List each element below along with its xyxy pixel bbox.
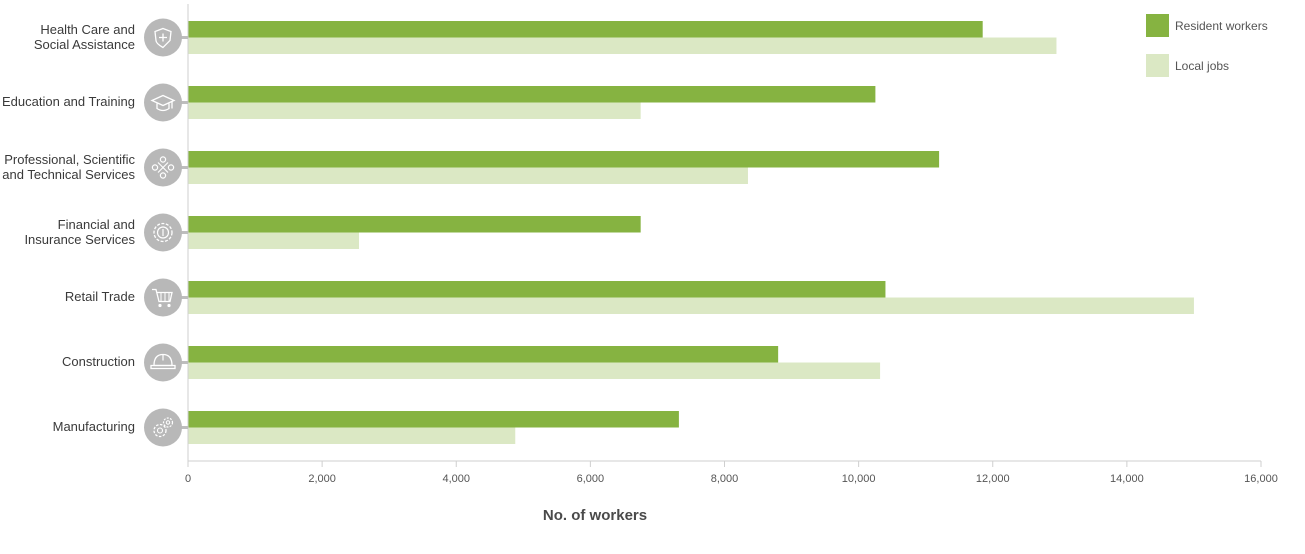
bar-local-jobs (188, 427, 516, 444)
bar-resident-workers (188, 86, 876, 103)
x-axis: 0 2,000 4,000 6,000 8,000 10,000 12,000 14,000 1… (185, 4, 1278, 485)
category-label: Retail Trade (65, 289, 135, 304)
shopping-cart-icon (144, 278, 188, 317)
category-label-line: Insurance Services (24, 231, 135, 247)
bar-resident-workers (188, 151, 940, 168)
bar-local-jobs (188, 232, 360, 249)
bars (188, 21, 1194, 444)
x-axis-title: No. of workers (542, 507, 648, 524)
category-label: Education and Training (2, 94, 135, 109)
x-tick-label: 2,000 (308, 473, 336, 485)
bar-local-jobs (188, 362, 881, 379)
bar-resident-workers (188, 21, 983, 38)
category-label-line: Financial and (57, 216, 135, 232)
network-people-icon (144, 148, 188, 187)
legend-label-local-jobs: Local jobs (1175, 58, 1230, 73)
legend-swatch-resident-workers (1146, 14, 1169, 37)
category-label-line: Education and Training (2, 94, 135, 109)
x-tick-label: 10,000 (842, 473, 876, 485)
category-label-line: Health Care and (40, 21, 135, 37)
hard-hat-icon (144, 343, 188, 382)
category-label: Health Care and Social Assistance (34, 22, 135, 52)
category-label-line: Professional, Scientific (4, 151, 135, 167)
category-label-line: Construction (62, 354, 135, 369)
bar-local-jobs (188, 167, 748, 184)
x-tick-label: 4,000 (442, 473, 470, 485)
category-label: Construction (62, 354, 135, 369)
health-shield-icon (144, 18, 188, 57)
x-tick-label: 14,000 (1110, 473, 1144, 485)
category-icons (144, 18, 188, 447)
bar-resident-workers (188, 346, 779, 363)
legend-label-resident-workers: Resident workers (1175, 18, 1268, 33)
category-label-line: and Technical Services (2, 166, 135, 182)
category-label: Financial and Insurance Services (24, 217, 135, 247)
category-label-line: Retail Trade (64, 289, 135, 304)
coin-gear-icon (144, 213, 188, 252)
x-tick-label: 12,000 (976, 473, 1010, 485)
bar-local-jobs (188, 37, 1057, 54)
bar-local-jobs (188, 297, 1194, 314)
x-tick-label: 8,000 (711, 473, 739, 485)
legend-item-local-jobs: Local jobs (1146, 54, 1229, 77)
gears-icon (144, 408, 188, 447)
x-tick-label: 0 (185, 473, 191, 485)
category-label: Manufacturing (53, 419, 135, 434)
category-label-line: Social Assistance (33, 36, 135, 52)
category-label: Professional, Scientific and Technical Se… (2, 152, 135, 182)
bar-resident-workers (188, 411, 679, 428)
bar-resident-workers (188, 216, 641, 233)
bar-local-jobs (188, 102, 641, 119)
category-label-line: Manufacturing (52, 419, 135, 434)
graduation-cap-icon (144, 83, 188, 122)
legend-item-resident-workers: Resident workers (1146, 14, 1268, 37)
bar-resident-workers (188, 281, 886, 298)
x-tick-label: 16,000 (1244, 473, 1278, 485)
legend-swatch-local-jobs (1146, 54, 1169, 77)
x-tick-label: 6,000 (577, 473, 605, 485)
